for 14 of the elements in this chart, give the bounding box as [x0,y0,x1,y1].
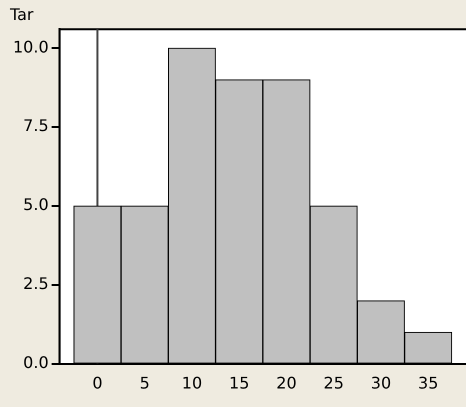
x-tick-label: 35 [418,374,438,393]
y-tick-label: 2.5 [23,274,49,294]
x-tick-label: 15 [229,374,250,393]
x-tick-label: 5 [140,374,150,393]
x-tick-label: 0 [92,374,103,393]
chart-title: Tar [9,4,34,24]
y-tick-label: 10.0 [13,37,49,56]
y-tick-label: 5.0 [23,195,49,214]
x-tick-label: 30 [370,374,392,393]
y-tick-label: 0.0 [23,352,49,372]
x-tick-label: 10 [182,374,202,393]
y-tick-label: 7.5 [23,116,49,136]
x-tick-label: 20 [276,374,297,393]
x-tick-label: 25 [324,374,344,393]
